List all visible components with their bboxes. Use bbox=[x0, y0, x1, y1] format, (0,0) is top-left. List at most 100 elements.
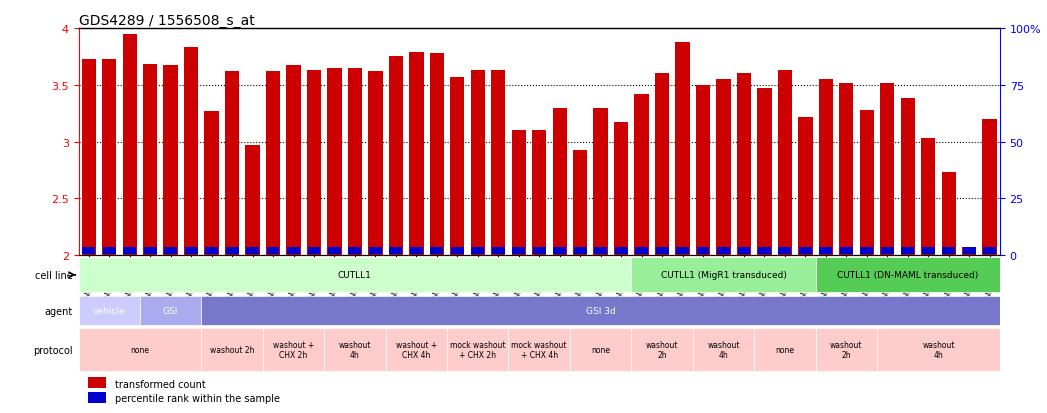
Bar bbox=[716, 80, 731, 256]
Bar bbox=[201, 328, 263, 371]
Bar bbox=[820, 248, 832, 254]
Text: washout +
CHX 4h: washout + CHX 4h bbox=[396, 340, 437, 359]
Text: washout
2h: washout 2h bbox=[646, 340, 678, 359]
Bar bbox=[778, 71, 793, 256]
Bar bbox=[757, 89, 772, 256]
Bar bbox=[631, 258, 816, 293]
Bar bbox=[204, 112, 219, 256]
Bar bbox=[470, 71, 485, 256]
Text: transformed count: transformed count bbox=[115, 379, 206, 389]
Bar bbox=[594, 108, 608, 256]
Bar bbox=[512, 248, 526, 254]
Text: protocol: protocol bbox=[32, 345, 72, 355]
Bar bbox=[754, 328, 816, 371]
Bar bbox=[205, 248, 218, 254]
Text: mock washout
+ CHX 4h: mock washout + CHX 4h bbox=[511, 340, 567, 359]
Bar bbox=[921, 248, 935, 254]
Bar bbox=[861, 248, 873, 254]
Bar bbox=[83, 248, 95, 254]
Text: CUTLL1: CUTLL1 bbox=[338, 271, 372, 280]
Bar bbox=[385, 328, 447, 371]
Bar bbox=[614, 123, 628, 256]
Bar bbox=[88, 377, 106, 389]
Bar bbox=[325, 328, 385, 371]
Text: washout 2h: washout 2h bbox=[209, 345, 254, 354]
Bar bbox=[737, 74, 751, 256]
Bar bbox=[634, 95, 649, 256]
Bar bbox=[79, 328, 201, 371]
Bar bbox=[693, 328, 754, 371]
Bar bbox=[409, 53, 424, 256]
Bar bbox=[451, 248, 464, 254]
Bar bbox=[102, 59, 116, 256]
Bar bbox=[79, 258, 631, 293]
Bar bbox=[103, 248, 115, 254]
Bar bbox=[900, 99, 915, 256]
Bar bbox=[286, 66, 300, 256]
Bar bbox=[184, 248, 198, 254]
Text: GSI 3d: GSI 3d bbox=[585, 306, 616, 315]
Bar bbox=[963, 248, 976, 254]
Text: none: none bbox=[131, 345, 150, 354]
Bar bbox=[696, 248, 710, 254]
Bar bbox=[267, 248, 280, 254]
Bar bbox=[737, 248, 751, 254]
Bar bbox=[143, 65, 157, 256]
Bar bbox=[122, 35, 137, 256]
Bar bbox=[163, 66, 178, 256]
Bar bbox=[226, 248, 239, 254]
Bar bbox=[369, 248, 382, 254]
Bar bbox=[962, 248, 977, 256]
Bar bbox=[492, 248, 505, 254]
Bar bbox=[799, 248, 811, 254]
Bar bbox=[287, 248, 299, 254]
Text: CUTLL1 (MigR1 transduced): CUTLL1 (MigR1 transduced) bbox=[661, 271, 786, 280]
Text: percentile rank within the sample: percentile rank within the sample bbox=[115, 393, 281, 403]
Bar bbox=[636, 248, 648, 254]
Bar bbox=[328, 69, 341, 256]
Bar bbox=[245, 146, 260, 256]
Text: agent: agent bbox=[44, 306, 72, 316]
Bar bbox=[124, 248, 136, 254]
Bar bbox=[696, 85, 710, 256]
Bar bbox=[447, 328, 509, 371]
Text: mock washout
+ CHX 2h: mock washout + CHX 2h bbox=[450, 340, 506, 359]
Bar bbox=[389, 248, 402, 254]
Bar bbox=[595, 248, 607, 254]
Bar bbox=[840, 248, 852, 254]
Bar bbox=[655, 248, 668, 254]
Bar bbox=[860, 111, 874, 256]
Bar bbox=[348, 69, 362, 256]
Bar bbox=[816, 328, 877, 371]
Bar bbox=[982, 120, 997, 256]
Bar bbox=[881, 83, 894, 256]
Bar bbox=[983, 248, 996, 254]
Bar bbox=[779, 248, 792, 254]
Bar bbox=[430, 248, 443, 254]
Bar bbox=[881, 248, 894, 254]
Text: washout
4h: washout 4h bbox=[707, 340, 740, 359]
Bar bbox=[758, 248, 771, 254]
Bar bbox=[410, 248, 423, 254]
Bar bbox=[798, 117, 812, 256]
Bar bbox=[654, 74, 669, 256]
Bar bbox=[615, 248, 627, 254]
Text: GSI: GSI bbox=[163, 306, 178, 315]
Text: GDS4289 / 1556508_s_at: GDS4289 / 1556508_s_at bbox=[79, 14, 254, 28]
Bar bbox=[717, 248, 730, 254]
Bar bbox=[631, 328, 693, 371]
Text: washout +
CHX 2h: washout + CHX 2h bbox=[273, 340, 314, 359]
Bar bbox=[201, 296, 1000, 325]
Bar bbox=[942, 248, 955, 254]
Bar bbox=[532, 131, 547, 256]
Bar bbox=[349, 248, 361, 254]
Bar bbox=[143, 248, 157, 254]
Bar bbox=[816, 258, 1000, 293]
Bar bbox=[491, 71, 506, 256]
Bar bbox=[676, 248, 689, 254]
Bar bbox=[225, 72, 240, 256]
Bar bbox=[263, 328, 325, 371]
Bar bbox=[450, 78, 465, 256]
Bar bbox=[553, 248, 566, 254]
Bar bbox=[921, 139, 935, 256]
